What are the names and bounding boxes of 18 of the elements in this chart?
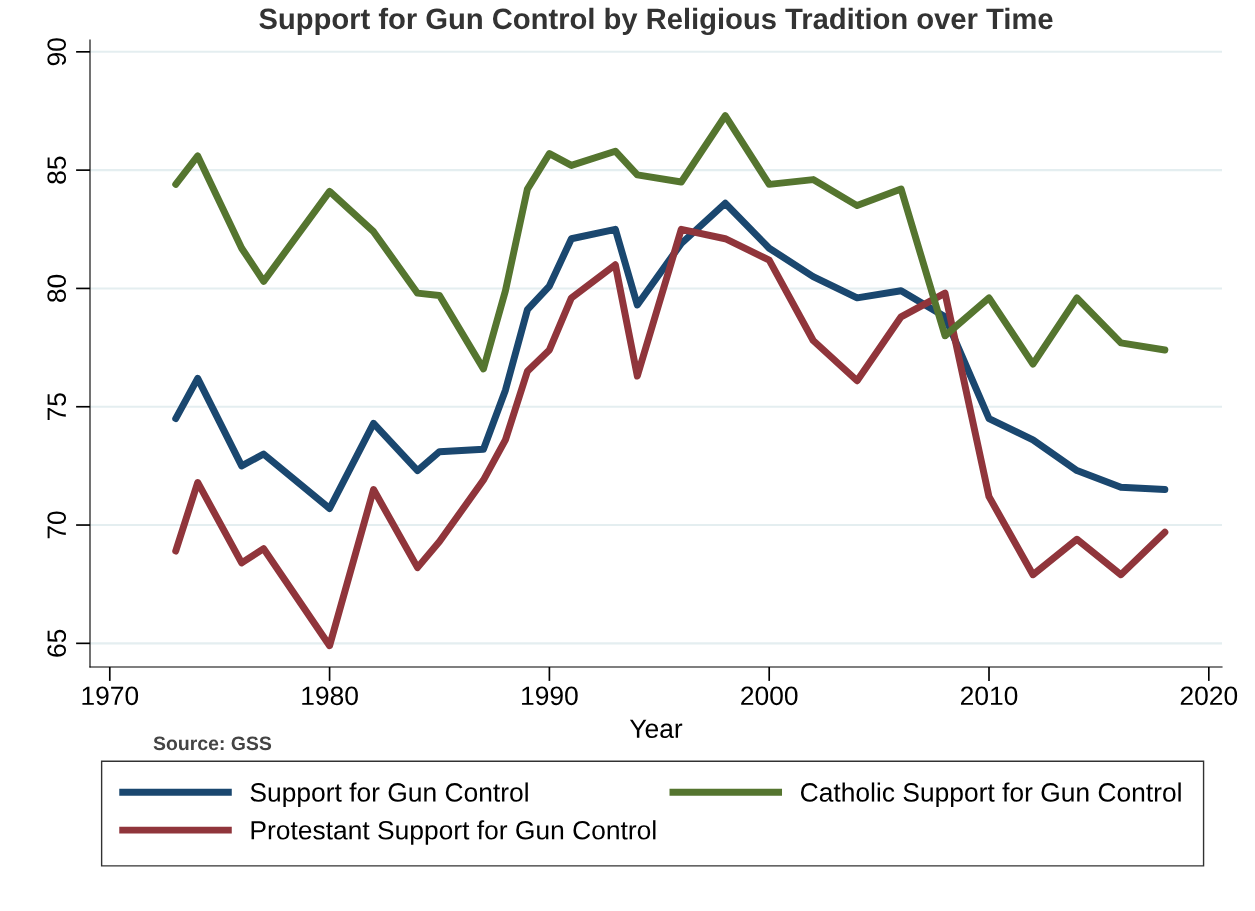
y-tick-label: 80 xyxy=(47,274,67,302)
legend-label: Support for Gun Control xyxy=(250,782,528,808)
x-tick-label: 2020 xyxy=(1180,686,1238,706)
x-tick-label: 1980 xyxy=(302,686,358,706)
y-tick-label: 75 xyxy=(47,393,67,421)
source-note: Source: GSS xyxy=(153,736,272,751)
y-tick-label: 65 xyxy=(47,629,67,657)
x-tick-label: 2000 xyxy=(741,686,798,706)
x-axis-title: Year xyxy=(629,719,683,739)
legend-label: Protestant Support for Gun Control xyxy=(251,820,656,845)
x-tick-label: 1990 xyxy=(522,686,578,706)
y-tick-label: 85 xyxy=(47,156,67,184)
chart-title: Support for Gun Control by Religious Tradition over Time xyxy=(259,7,1053,36)
x-tick-label: 2010 xyxy=(960,686,1018,706)
y-tick-label: 70 xyxy=(47,511,67,539)
y-tick-label: 90 xyxy=(47,38,67,66)
x-tick-label: 1970 xyxy=(82,686,139,706)
legend-label: Catholic Support for Gun Control xyxy=(800,782,1181,808)
